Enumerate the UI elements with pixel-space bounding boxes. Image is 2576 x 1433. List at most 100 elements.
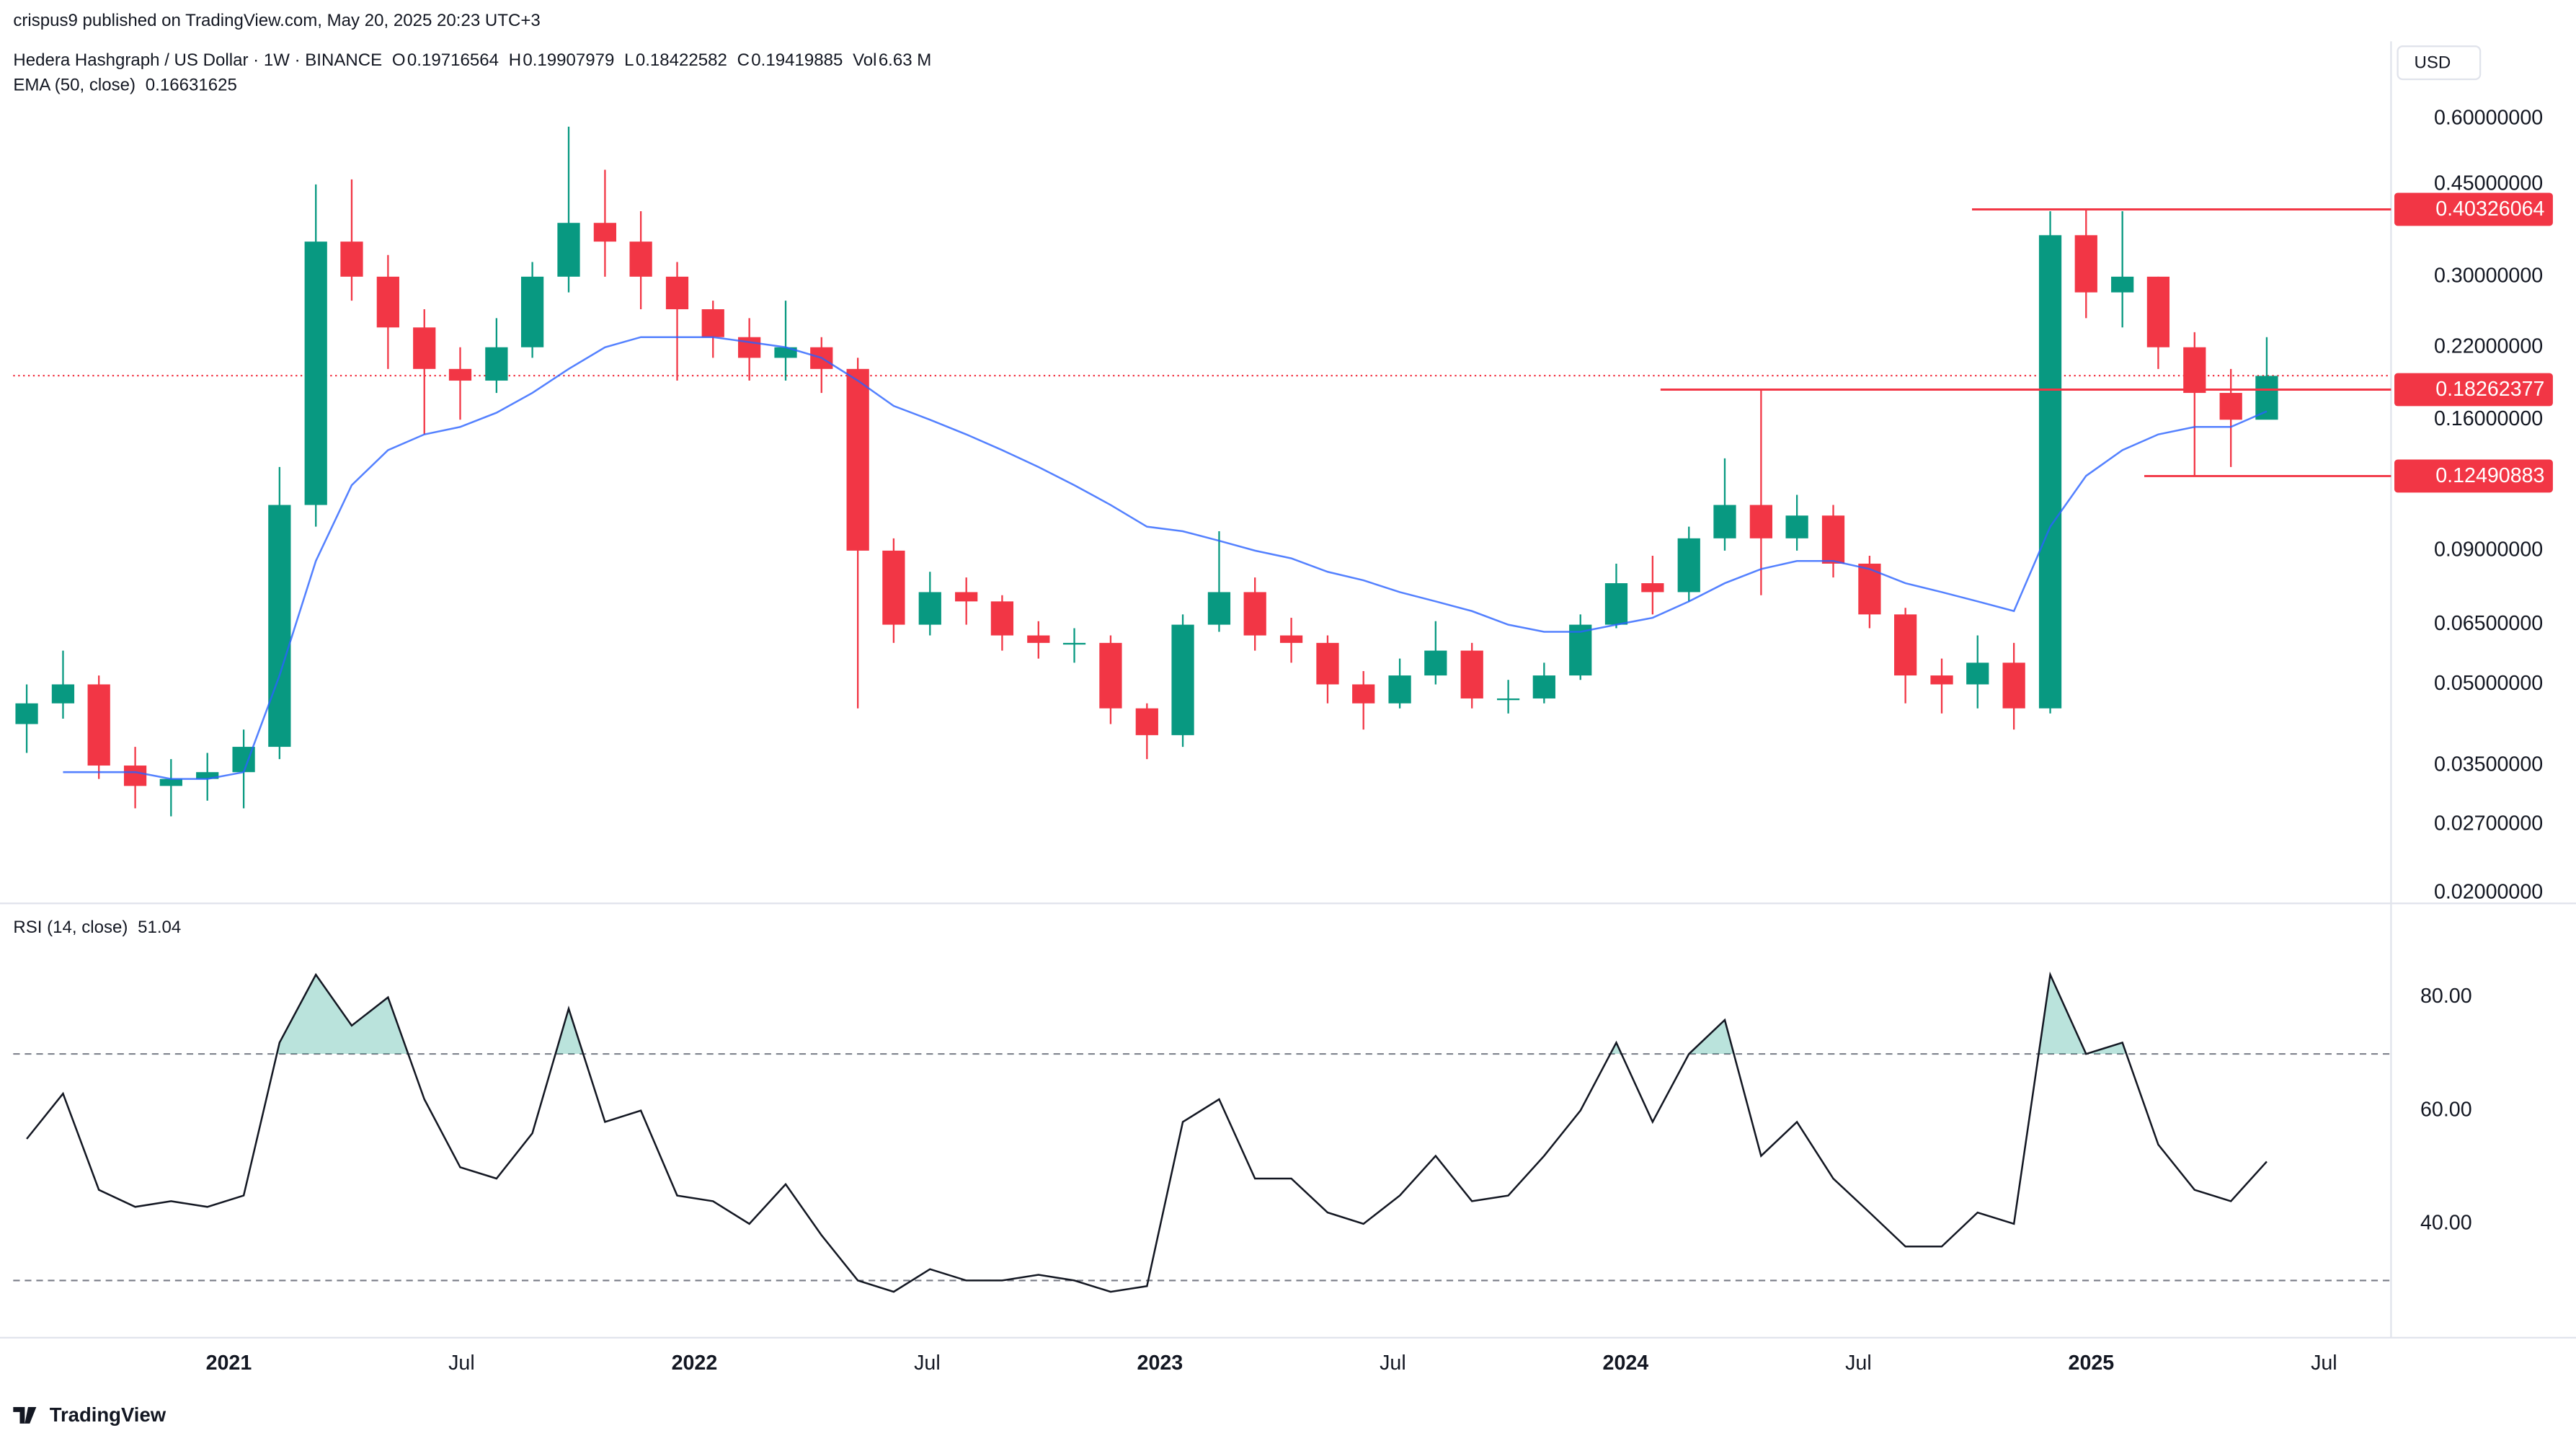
candle (15, 684, 38, 753)
candle (1532, 662, 1555, 704)
candle (1569, 614, 1592, 680)
candle (1894, 608, 1917, 704)
candle (1207, 531, 1231, 632)
candle (701, 301, 724, 358)
legend-text: 0.18422582 (636, 50, 727, 70)
candle-body (846, 368, 869, 551)
candle (1316, 635, 1339, 704)
candle-body (1279, 635, 1303, 643)
candle-body (1424, 650, 1447, 676)
candle (1785, 494, 1808, 551)
candle-body (1532, 675, 1555, 698)
currency[interactable]: USD (2414, 53, 2451, 73)
candle (955, 577, 978, 625)
legend-text: Hedera Hashgraph / US Dollar · 1W · BINA… (13, 50, 382, 70)
candle-body (1894, 614, 1917, 676)
candle (810, 337, 833, 394)
candle (340, 179, 363, 301)
candle-body (123, 766, 147, 786)
candle-body (665, 276, 689, 310)
candle (1099, 635, 1122, 724)
candle-body (1062, 642, 1086, 645)
candle-body (1930, 675, 1953, 685)
candle (1677, 526, 1700, 602)
candle (1641, 555, 1664, 615)
candle-body (376, 276, 399, 328)
candle-body (1821, 515, 1845, 564)
candle-body (196, 772, 219, 779)
candle (520, 262, 544, 358)
candle (774, 301, 797, 381)
candle (1279, 618, 1303, 663)
candle-body (2111, 276, 2134, 293)
candle (2183, 332, 2206, 476)
candle (882, 538, 905, 643)
rsi-line (26, 971, 2268, 1293)
candle-body (268, 505, 291, 747)
y-tick-label: 0.30000000 (2434, 264, 2543, 287)
candle (51, 650, 75, 719)
legend-text: 51.04 (138, 918, 181, 937)
candle-body (520, 276, 544, 347)
x-tick-label: 2022 (672, 1352, 718, 1375)
currency-box[interactable] (2397, 45, 2482, 81)
candle-body (629, 241, 652, 277)
overbought-fill (27, 975, 2267, 1055)
y-tick-label: 0.02000000 (2434, 880, 2543, 903)
candle-body (1569, 624, 1592, 676)
legend-text: O (392, 50, 406, 70)
candle-body (159, 778, 182, 786)
candle (1352, 671, 1375, 730)
candle (232, 729, 255, 809)
candle-body (413, 327, 436, 369)
candle (376, 254, 399, 369)
x-tick-label: 2023 (1137, 1352, 1183, 1375)
candle (665, 262, 689, 381)
candle-body (1135, 708, 1158, 735)
candle (2074, 209, 2097, 319)
candle-body (1966, 662, 1989, 685)
legend-text: 0.19419885 (751, 50, 843, 70)
candle-body (2255, 376, 2278, 420)
candle (1388, 658, 1411, 709)
x-tick-label: 2021 (206, 1352, 252, 1375)
x-tick-label: Jul (448, 1352, 475, 1375)
candle-body (1785, 515, 1808, 538)
y-tick-label: 0.05000000 (2434, 672, 2543, 695)
y-tick-label: 0.45000000 (2434, 172, 2543, 195)
y-tick-label: 0.22000000 (2434, 334, 2543, 358)
candle (1135, 703, 1158, 760)
y-tick-label: 80.00 (2420, 985, 2472, 1008)
candle-body (557, 223, 580, 277)
candle-body (304, 241, 327, 505)
level-label: 0.18262377 (2435, 378, 2544, 401)
candle (2219, 368, 2242, 467)
candle (1930, 658, 1953, 714)
candle (2146, 276, 2170, 369)
candle-body (1460, 650, 1483, 698)
level-label: 0.12490883 (2435, 464, 2544, 487)
candle-body (774, 347, 797, 358)
candle (1821, 505, 1845, 578)
candle (1749, 390, 1772, 595)
candle-body (1352, 684, 1375, 704)
y-tick-label: 0.02700000 (2434, 812, 2543, 835)
level-label-box (2394, 459, 2553, 493)
legend-text: Vol (853, 50, 876, 70)
y-tick-label: 0.16000000 (2434, 407, 2543, 430)
candle-body (2219, 393, 2242, 420)
candle-body (448, 368, 472, 381)
x-tick-label: 2025 (2069, 1352, 2115, 1375)
candle (846, 358, 869, 709)
brand-logo: TradingView (13, 1403, 166, 1426)
level-label: 0.40326064 (2435, 198, 2544, 221)
candle-body (990, 601, 1014, 636)
candle (448, 347, 472, 420)
legend-text: 6.63 M (879, 50, 932, 70)
candle-body (1388, 675, 1411, 704)
candle-body (1713, 505, 1736, 538)
candle (1966, 635, 1989, 709)
legend-text: EMA (50, close) (13, 76, 136, 95)
